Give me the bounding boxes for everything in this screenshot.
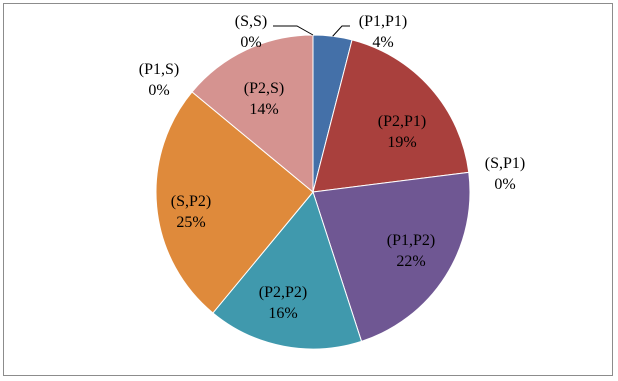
slice-percent-label: 25%	[176, 214, 205, 231]
slice-percent-label: 4%	[372, 34, 393, 51]
slice-label: (P2,P1)	[378, 113, 426, 130]
slice-label: (S,S)	[235, 13, 267, 30]
slice-label: (P1,P2)	[387, 232, 435, 249]
slice-percent-label: 22%	[396, 253, 425, 270]
slice-percent-label: 16%	[268, 305, 297, 322]
slice-percent-label: 0%	[240, 34, 261, 51]
leader-line	[273, 26, 313, 35]
slice-percent-label: 0%	[494, 176, 515, 193]
slice-percent-label: 0%	[148, 82, 169, 99]
slice-label: (P1,S)	[139, 61, 179, 78]
slice-percent-label: 14%	[249, 101, 278, 118]
slice-label: (S,P1)	[485, 155, 525, 172]
slice-label: (P2,P2)	[259, 284, 307, 301]
slice-label: (P2,S)	[244, 80, 284, 97]
leader-line	[333, 26, 350, 36]
slice-label: (S,P2)	[171, 193, 211, 210]
slice-percent-label: 19%	[387, 134, 416, 151]
slice-label: (P1,P1)	[359, 13, 407, 30]
